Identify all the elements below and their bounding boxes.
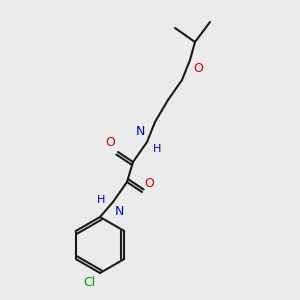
Text: H: H (153, 144, 161, 154)
Text: O: O (193, 62, 203, 75)
Text: O: O (105, 136, 115, 149)
Text: Cl: Cl (83, 276, 95, 289)
Text: H: H (97, 195, 105, 205)
Text: N: N (115, 205, 124, 218)
Text: O: O (144, 177, 154, 190)
Text: N: N (136, 125, 145, 138)
